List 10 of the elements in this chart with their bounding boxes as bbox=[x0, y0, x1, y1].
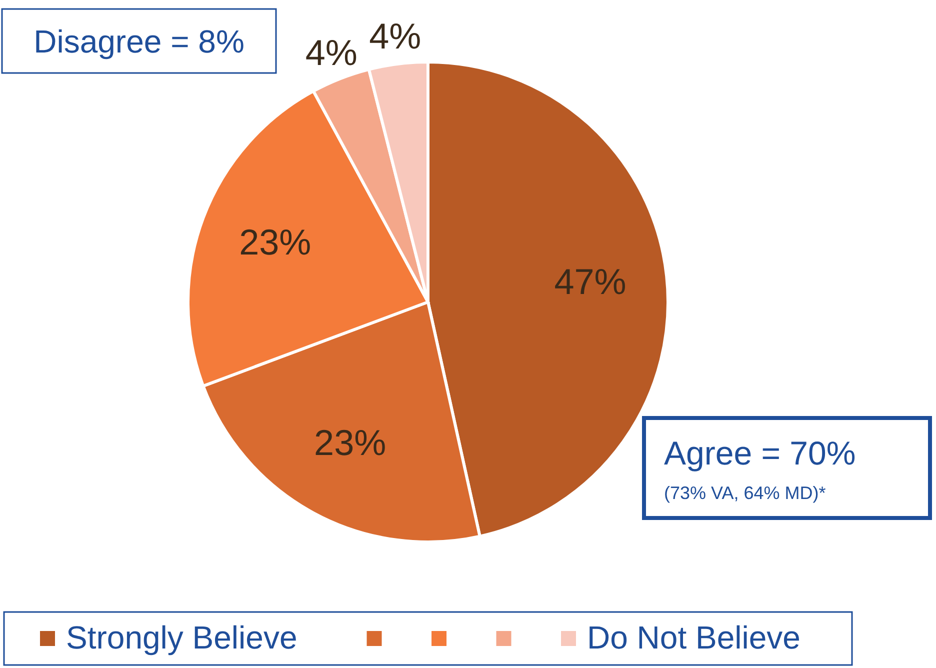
data-label: 4% bbox=[369, 16, 422, 57]
legend-label: Strongly Believe bbox=[66, 619, 298, 656]
data-label: 23% bbox=[239, 221, 312, 262]
text: (73% VA, 64% MD)* bbox=[664, 482, 826, 503]
data-label: 47% bbox=[554, 260, 626, 302]
text: Agree = 70% bbox=[664, 434, 856, 472]
text: Disagree = 8% bbox=[34, 23, 244, 60]
data-label: 23% bbox=[314, 422, 386, 463]
legend-label: Do Not Believe bbox=[587, 619, 800, 656]
data-label: 4% bbox=[305, 32, 358, 73]
